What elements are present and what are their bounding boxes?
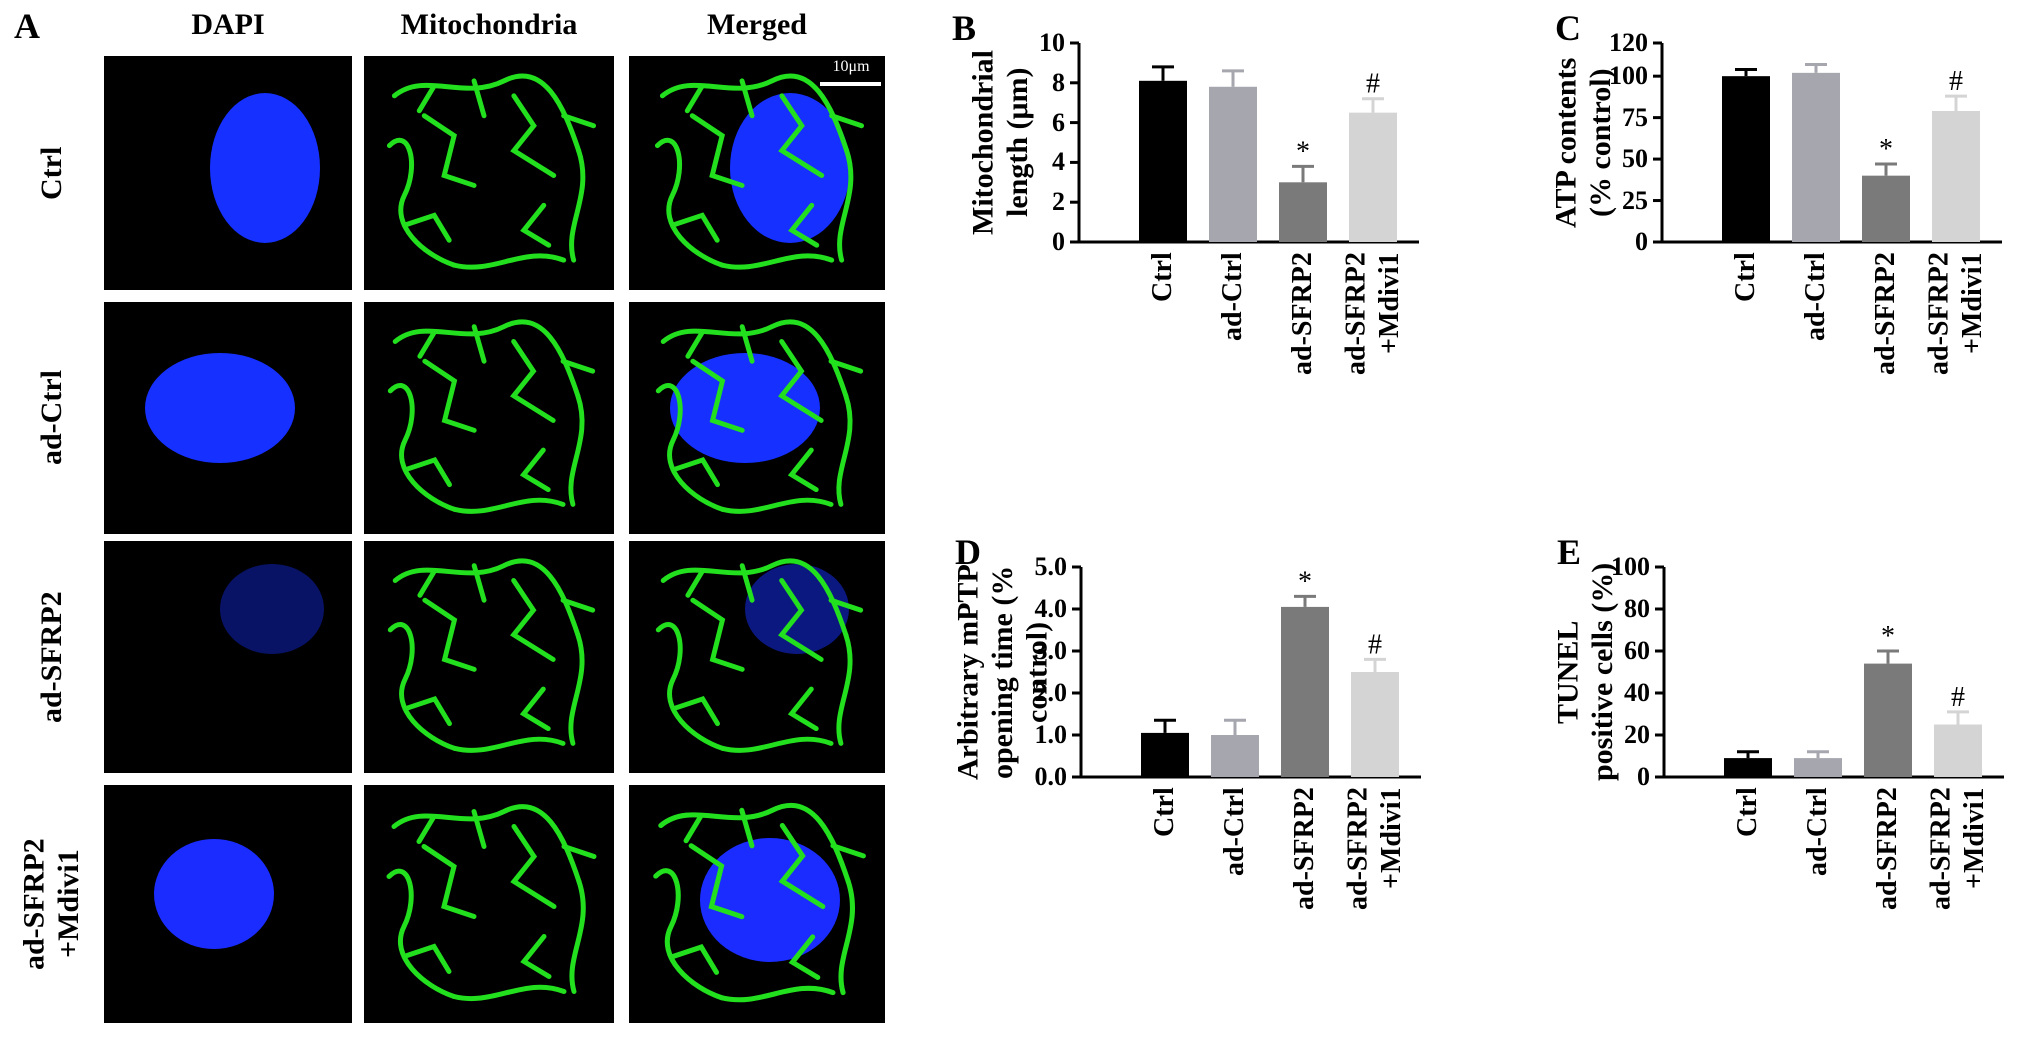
panel-label: A (14, 6, 40, 46)
significance-marker: * (1296, 136, 1310, 167)
y-axis-label: Arbitrary mPTP opening time (% control) (951, 547, 1055, 797)
y-axis-label-line: opening time (% control) (985, 565, 1054, 779)
x-tick-label: ad-Ctrl (1217, 252, 1249, 341)
panel-label: C (1555, 8, 1581, 48)
y-tick-label: 0.0 (1034, 762, 1068, 792)
y-tick-label: 3.0 (1034, 636, 1068, 666)
y-axis-label-line: Arbitrary mPTP (951, 564, 985, 780)
significance-marker: # (1366, 69, 1380, 100)
bar (1722, 76, 1770, 243)
y-tick-label: 6 (1052, 107, 1065, 137)
y-tick-label: 4 (1052, 147, 1065, 177)
x-tick-label: ad-Ctrl (1219, 787, 1251, 876)
y-axis-label: TUNEL positive cells (%) (1552, 547, 1621, 797)
y-axis-label-line: positive cells (%) (1586, 562, 1619, 782)
bar (1934, 724, 1982, 777)
y-tick-label: 75 (1622, 102, 1648, 132)
bar (1139, 80, 1187, 242)
x-tick-label: Ctrl (1147, 252, 1179, 302)
y-tick-label: 20 (1624, 720, 1650, 750)
y-tick-label: 1.0 (1034, 720, 1068, 750)
y-axis-label-line: (% control) (1584, 68, 1617, 217)
x-tick-label: Ctrl (1732, 787, 1764, 837)
panel-label: E (1557, 532, 1582, 572)
y-tick-label: 2 (1052, 187, 1065, 217)
bar (1792, 72, 1840, 242)
x-tick-label: Ctrl (1149, 787, 1181, 837)
x-tick-label: ad-SFRP2 (1289, 787, 1321, 910)
y-axis-label: ATP contents (% control) (1550, 23, 1619, 262)
row-label: Ctrl (34, 146, 68, 200)
y-axis-label-line: TUNEL (1551, 620, 1585, 724)
bar (1349, 112, 1397, 243)
x-tick-label: ad-SFRP2 +Mdivi1 (1923, 252, 1988, 375)
x-tick-label: ad-SFRP2 (1287, 252, 1319, 375)
significance-marker: * (1298, 566, 1312, 597)
y-tick-label: 100 (1611, 552, 1650, 582)
bar (1864, 663, 1912, 777)
y-tick-label: 8 (1052, 67, 1065, 97)
scale-bar-label: 10μm (832, 58, 870, 75)
bar (1211, 735, 1259, 777)
x-tick-label: ad-SFRP2 (1872, 787, 1904, 910)
y-tick-label: 0 (1635, 227, 1648, 257)
y-tick-label: 4.0 (1034, 594, 1068, 624)
significance-marker: * (1881, 621, 1895, 652)
significance-marker: # (1368, 629, 1382, 660)
bar (1351, 672, 1399, 777)
y-tick-label: 100 (1609, 61, 1648, 91)
y-tick-label: 40 (1624, 678, 1650, 708)
bar (1794, 758, 1842, 777)
column-header: DAPI (191, 8, 265, 41)
y-tick-label: 120 (1609, 28, 1648, 58)
y-tick-label: 10 (1039, 28, 1065, 58)
significance-marker: # (1949, 66, 1963, 97)
significance-marker: # (1951, 682, 1965, 713)
y-tick-label: 0 (1637, 762, 1650, 792)
bar (1279, 182, 1327, 242)
bar (1209, 86, 1257, 242)
x-tick-label: Ctrl (1730, 252, 1762, 302)
x-tick-label: ad-SFRP2 +Mdivi1 (1925, 787, 1990, 910)
x-tick-label: ad-Ctrl (1800, 252, 1832, 341)
panel-label: D (955, 532, 981, 572)
bar (1932, 110, 1980, 242)
column-header: Merged (707, 8, 807, 41)
y-tick-label: 25 (1622, 185, 1648, 215)
bar (1724, 758, 1772, 777)
bar (1281, 606, 1329, 777)
y-axis-label: Mitochondrial length (μm) (967, 23, 1036, 262)
y-tick-label: 0 (1052, 227, 1065, 257)
y-tick-label: 2.0 (1034, 678, 1068, 708)
y-tick-label: 80 (1624, 594, 1650, 624)
x-tick-label: ad-SFRP2 +Mdivi1 (1342, 787, 1407, 910)
panel-label: B (952, 8, 977, 48)
row-label: ad-Ctrl (34, 370, 68, 466)
column-header: Mitochondria (400, 8, 578, 41)
y-tick-label: 5.0 (1034, 552, 1068, 582)
y-axis-label-line: Mitochondrial (966, 50, 1000, 235)
y-axis-label-line: ATP contents (1549, 57, 1583, 228)
y-axis-label-line: length (μm) (1001, 67, 1034, 218)
micrographs (104, 56, 885, 1023)
row-label: ad-SFRP2 (34, 591, 68, 723)
row-label: ad-SFRP2 +Mdivi1 (17, 838, 86, 970)
significance-marker: * (1879, 134, 1893, 165)
y-tick-label: 50 (1622, 144, 1648, 174)
bar (1141, 732, 1189, 777)
x-tick-label: ad-Ctrl (1802, 787, 1834, 876)
y-tick-label: 60 (1624, 636, 1650, 666)
x-tick-label: ad-SFRP2 (1870, 252, 1902, 375)
x-tick-label: ad-SFRP2 +Mdivi1 (1340, 252, 1405, 375)
bar (1862, 175, 1910, 242)
